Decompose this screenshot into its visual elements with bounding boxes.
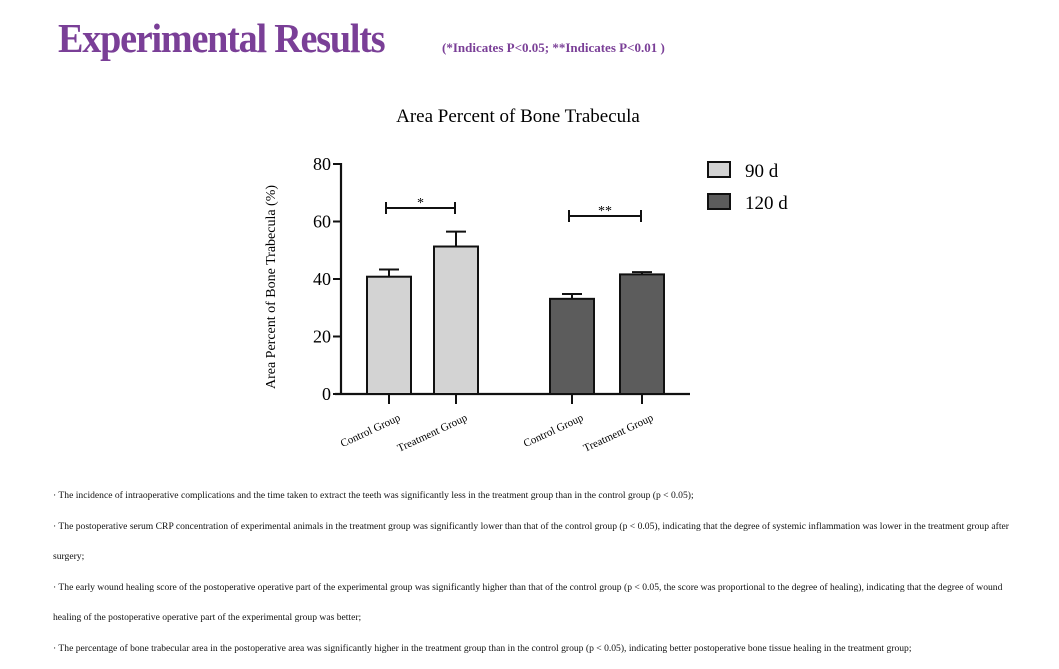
chart-title: Area Percent of Bone Trabecula (396, 106, 640, 127)
bar (366, 275, 412, 396)
bar (433, 245, 479, 395)
significance-note: (*Indicates P<0.05; **Indicates P<0.01 ) (442, 40, 665, 55)
legend-label: 90 d (745, 161, 779, 182)
y-axis-label: Area Percent of Bone Trabecula (%) (264, 185, 279, 389)
y-tick-label: 20 (313, 327, 331, 347)
legend-swatch (707, 193, 731, 210)
page-title: Experimental Results (*Indicates P<0.05; … (58, 14, 665, 62)
title-main: Experimental Results (58, 15, 386, 61)
significance-marker: ** (598, 204, 612, 219)
y-tick-label: 60 (313, 212, 331, 232)
finding-item: · The postoperative serum CRP concentrat… (53, 520, 1009, 563)
bar-chart: Area Percent of Bone Trabecula Area Perce… (264, 106, 788, 455)
finding-item: · The incidence of intraoperative compli… (53, 490, 694, 501)
legend-label: 120 d (745, 193, 788, 214)
y-tick-label: 0 (322, 384, 331, 404)
y-tick-label: 40 (313, 269, 331, 289)
x-tick-label: Control Group (522, 412, 586, 450)
bar (619, 273, 665, 395)
significance-marker: * (417, 196, 424, 211)
x-tick-label: Treatment Group (582, 412, 656, 455)
finding-item: · The early wound healing score of the p… (53, 581, 1003, 624)
finding-item: · The percentage of bone trabecular area… (53, 642, 912, 654)
findings-list: · The incidence of intraoperative compli… (53, 481, 1023, 665)
legend-swatch (707, 161, 731, 178)
y-tick-label: 80 (313, 154, 331, 174)
x-tick-label: Treatment Group (396, 412, 470, 455)
x-tick-label: Control Group (339, 412, 403, 450)
bar (549, 297, 595, 395)
